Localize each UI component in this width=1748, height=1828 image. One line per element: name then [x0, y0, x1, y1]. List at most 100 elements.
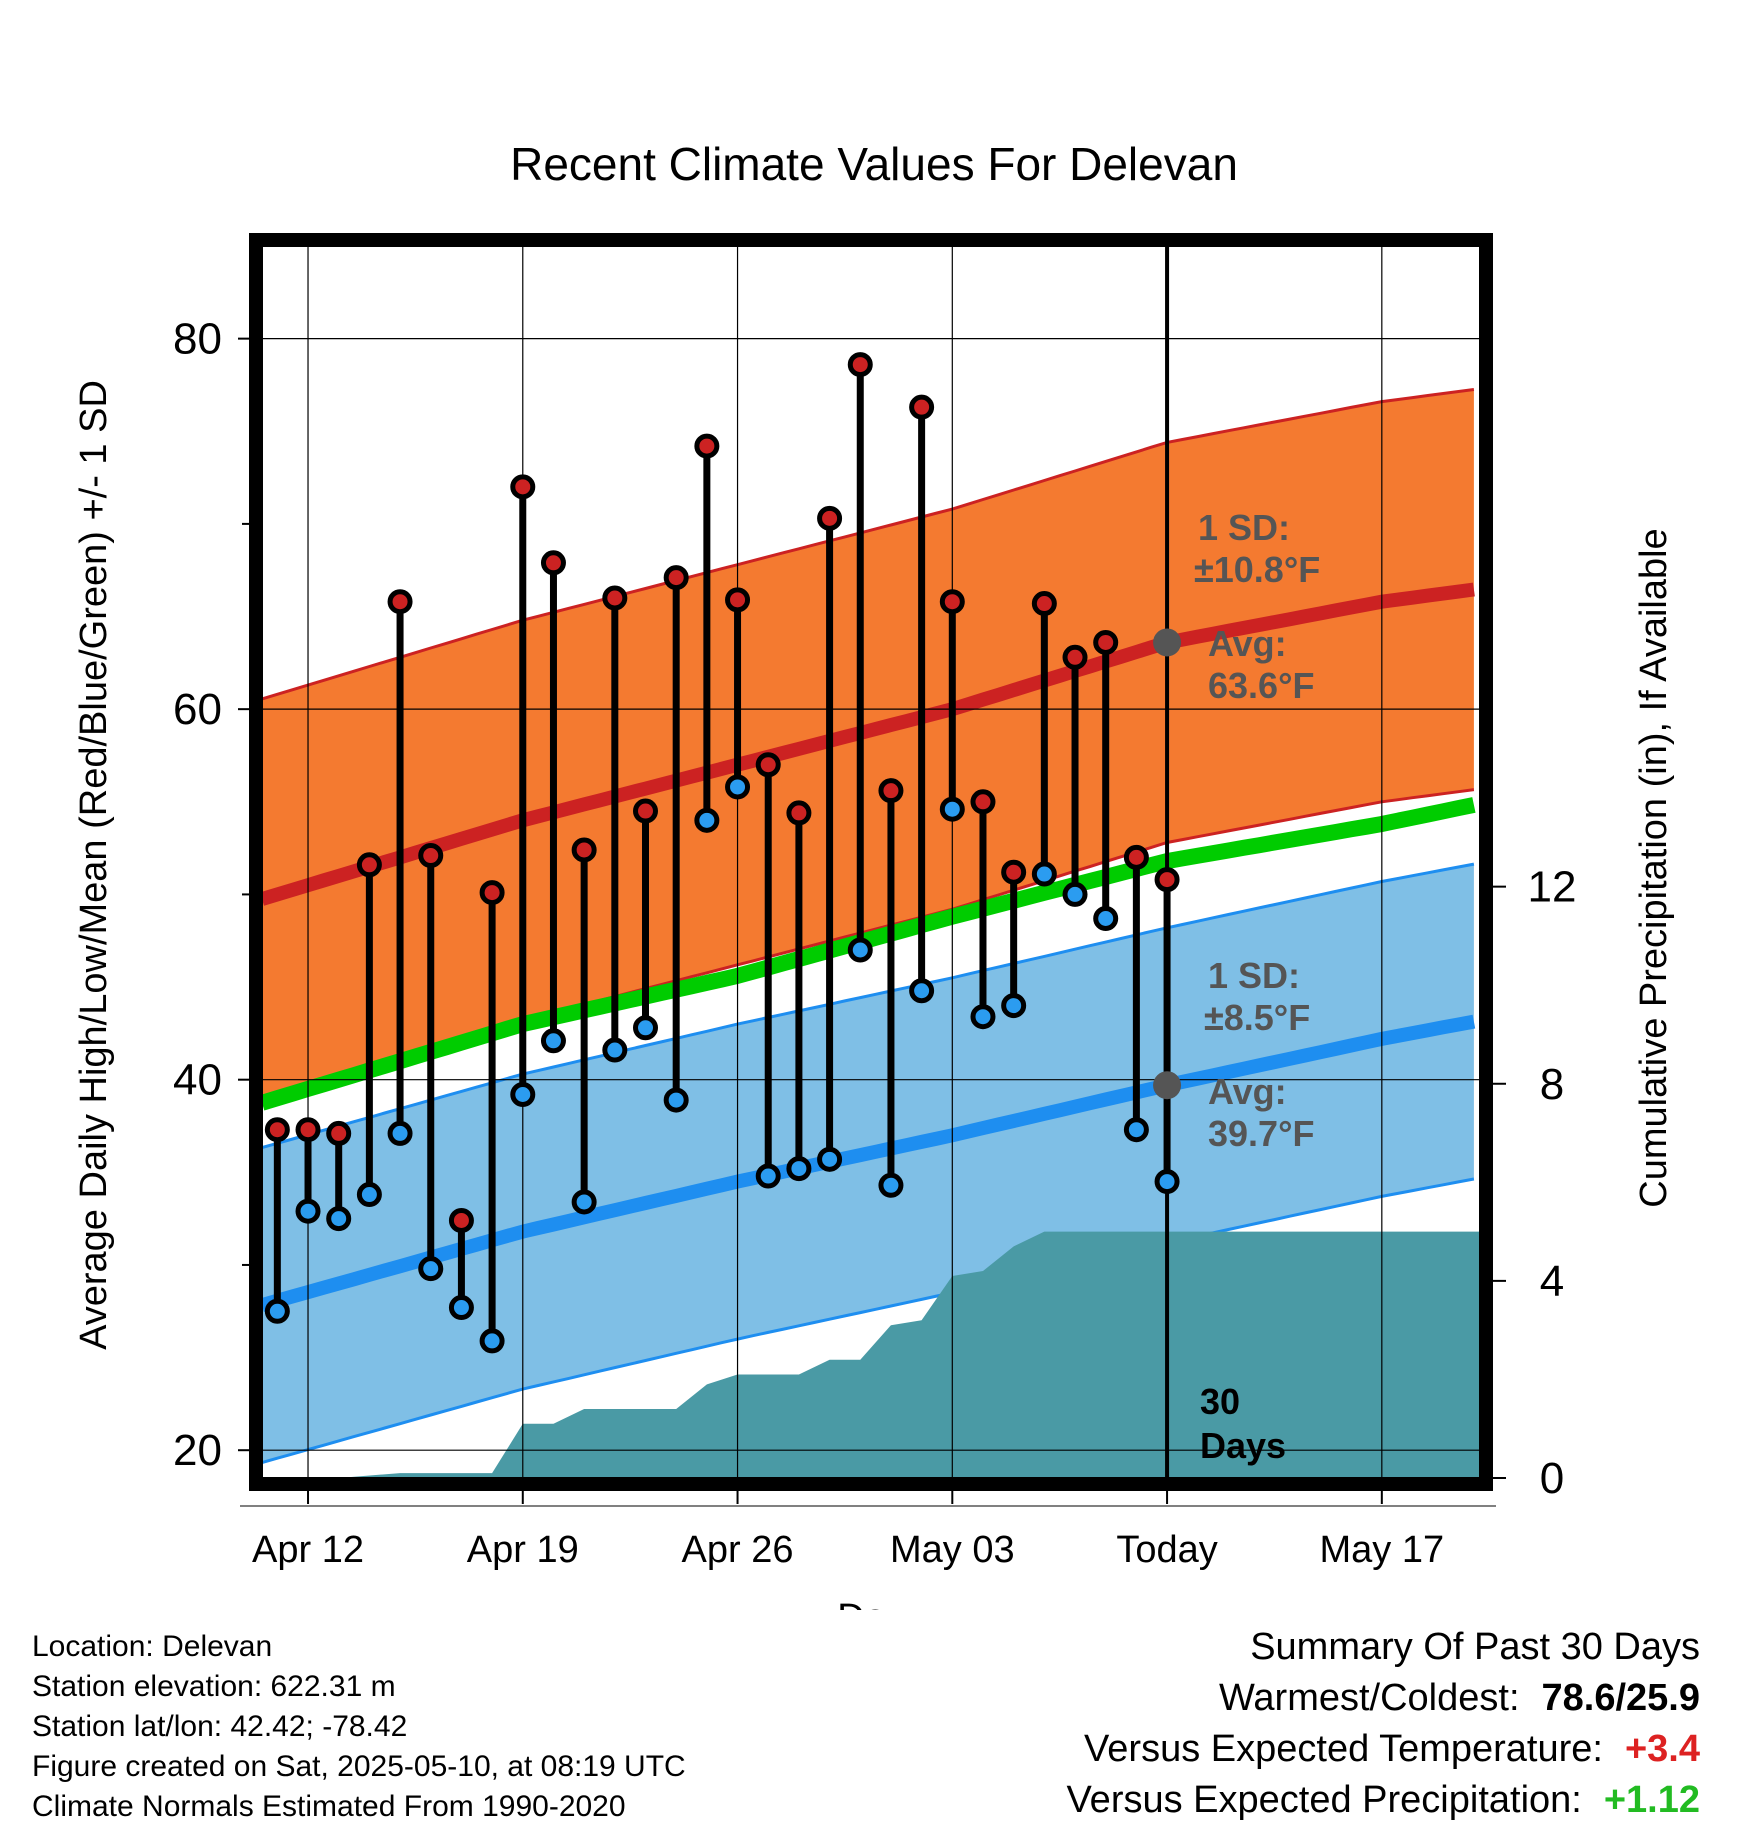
obs-high-point [725, 587, 751, 613]
temp-label: Versus Expected Temperature: [1084, 1728, 1603, 1770]
normals-text: Climate Normals Estimated From 1990-2020 [32, 1790, 626, 1823]
y-axis-label: Average Daily High/Low/Mean (Red/Blue/Gr… [73, 380, 115, 1350]
obs-low-point [1093, 906, 1119, 932]
x-axis-label: Day [837, 1597, 905, 1610]
obs-low-point [571, 1189, 597, 1215]
summary-temp: Versus Expected Temperature: +3.4 [1066, 1724, 1700, 1775]
obs-high-point [847, 352, 873, 378]
obs-high-point [786, 800, 812, 826]
low-band-upper-edge [262, 862, 1475, 1150]
precip-value: +1.12 [1603, 1779, 1700, 1821]
obs-high-point [1031, 591, 1057, 617]
obs-high-point [755, 752, 781, 778]
obs-high-point [356, 852, 382, 878]
obs-high-point [448, 1207, 474, 1233]
summary-precip: Versus Expected Precipitation: +1.12 [1066, 1775, 1700, 1826]
y2-tick-label: 8 [1540, 1060, 1564, 1109]
obs-high-point [602, 585, 628, 611]
obs-low-point [1062, 881, 1088, 907]
low-band-lower-edge [262, 1177, 1475, 1465]
obs-high-point [387, 589, 413, 615]
obs-high-point [1154, 867, 1180, 893]
obs-low-point [1123, 1117, 1149, 1143]
obs-low-point [1154, 1169, 1180, 1195]
y-tick-label: 40 [173, 1056, 222, 1105]
high-sd-band [262, 389, 1474, 1100]
obs-high-point [295, 1117, 321, 1143]
low-sd-band [262, 864, 1474, 1463]
high-avg-marker [1153, 628, 1182, 657]
high-sd-title: 1 SD: [1198, 507, 1290, 548]
climate-chart: Recent Climate Values For Delevan Apr 12… [73, 138, 1675, 1610]
y-tick-label: 20 [173, 1426, 222, 1475]
obs-high-point [878, 778, 904, 804]
obs-high-point [633, 798, 659, 824]
obs-high-point [1093, 629, 1119, 655]
latlon-text: Station lat/lon: 42.42; -78.42 [32, 1710, 408, 1743]
obs-low-point [939, 796, 965, 822]
obs-low-point [847, 937, 873, 963]
obs-high-point [264, 1117, 290, 1143]
obs-high-point [1001, 859, 1027, 885]
obs-low-point [295, 1198, 321, 1224]
obs-low-point [909, 978, 935, 1004]
y2-tick-label: 4 [1540, 1257, 1564, 1306]
obs-high-point [970, 789, 996, 815]
obs-low-point [418, 1256, 444, 1282]
obs-low-point [540, 1028, 566, 1054]
y-tick-label: 80 [173, 315, 222, 364]
warm-cold-value: 78.6/25.9 [1541, 1677, 1700, 1719]
warm-cold-label: Warmest/Coldest: [1218, 1677, 1520, 1719]
obs-low-point [817, 1146, 843, 1172]
obs-high-point [1123, 844, 1149, 870]
obs-low-point [970, 1004, 996, 1030]
today-days-word: Days [1200, 1425, 1286, 1466]
today-days-number: 30 [1200, 1381, 1240, 1422]
low-avg-title: Avg: [1208, 1071, 1287, 1112]
obs-low-point [694, 807, 720, 833]
obs-high-point [817, 505, 843, 531]
high-normal-line [262, 582, 1475, 906]
obs-high-point [939, 589, 965, 615]
precipitation-area [262, 1231, 1480, 1478]
x-tick-label: Apr 12 [252, 1529, 364, 1571]
high-band-upper-edge [262, 388, 1475, 701]
low-avg-marker [1153, 1071, 1182, 1100]
station-metadata: Location: Delevan Station elevation: 622… [32, 1627, 686, 1827]
obs-high-point [1062, 644, 1088, 670]
obs-low-point [663, 1087, 689, 1113]
y2-axis-label: Cumulative Precipitation (in), If Availa… [1633, 528, 1675, 1207]
obs-low-point [510, 1082, 536, 1108]
obs-high-point [510, 474, 536, 500]
y-tick-label: 60 [173, 685, 222, 734]
obs-high-point [571, 837, 597, 863]
obs-low-point [479, 1328, 505, 1354]
high-avg-value: 63.6°F [1208, 665, 1314, 706]
chart-title: Recent Climate Values For Delevan [510, 138, 1238, 190]
x-tick-label: Apr 19 [467, 1529, 579, 1571]
obs-low-point [755, 1163, 781, 1189]
x-tick-label: May 03 [890, 1529, 1015, 1571]
obs-low-point [448, 1295, 474, 1321]
low-avg-value: 39.7°F [1208, 1113, 1314, 1154]
y2-tick-label: 12 [1528, 863, 1577, 912]
obs-high-point [326, 1120, 352, 1146]
summary-warm-cold: Warmest/Coldest: 78.6/25.9 [1066, 1673, 1700, 1724]
obs-high-point [418, 843, 444, 869]
x-tick-label: May 17 [1320, 1529, 1445, 1571]
obs-low-point [878, 1172, 904, 1198]
summary-panel: Summary Of Past 30 Days Warmest/Coldest:… [1066, 1622, 1700, 1826]
summary-title: Summary Of Past 30 Days [1250, 1626, 1700, 1668]
obs-high-point [540, 550, 566, 576]
created-text: Figure created on Sat, 2025-05-10, at 08… [32, 1750, 686, 1783]
obs-low-point [264, 1298, 290, 1324]
precip-label: Versus Expected Precipitation: [1066, 1779, 1582, 1821]
obs-low-point [725, 774, 751, 800]
x-tick-label: Apr 26 [682, 1529, 794, 1571]
temp-value: +3.4 [1624, 1728, 1700, 1770]
obs-low-point [602, 1037, 628, 1063]
obs-low-point [356, 1182, 382, 1208]
obs-high-point [694, 433, 720, 459]
obs-low-point [633, 1015, 659, 1041]
elevation-text: Station elevation: 622.31 m [32, 1670, 396, 1703]
